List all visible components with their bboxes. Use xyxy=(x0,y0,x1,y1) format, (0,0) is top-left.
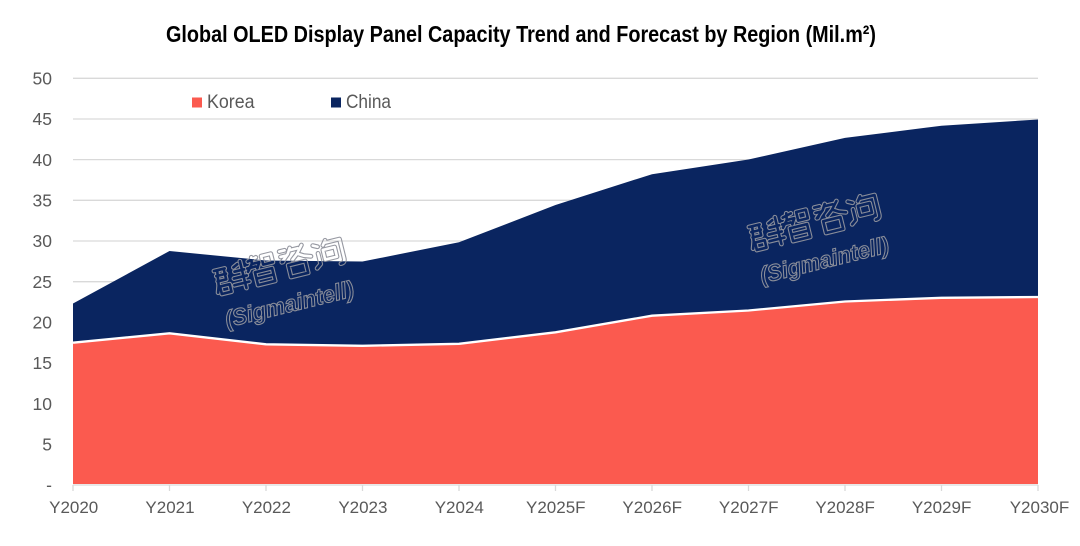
svg-text:Y2025F: Y2025F xyxy=(526,498,586,517)
svg-text:25: 25 xyxy=(33,272,52,292)
svg-text:Y2024: Y2024 xyxy=(435,498,484,517)
svg-text:Y2027F: Y2027F xyxy=(719,498,779,517)
svg-text:Y2021: Y2021 xyxy=(145,498,194,517)
svg-text:Y2022: Y2022 xyxy=(242,498,291,517)
svg-text:35: 35 xyxy=(33,191,52,211)
svg-text:Y2020: Y2020 xyxy=(49,498,98,517)
svg-text:-: - xyxy=(46,475,52,495)
svg-text:Y2029F: Y2029F xyxy=(912,498,972,517)
svg-text:40: 40 xyxy=(33,150,53,170)
svg-text:China: China xyxy=(346,91,391,113)
svg-text:10: 10 xyxy=(33,394,53,414)
svg-text:Y2026F: Y2026F xyxy=(622,498,682,517)
svg-text:Korea: Korea xyxy=(207,91,255,113)
svg-text:45: 45 xyxy=(33,109,52,129)
svg-text:15: 15 xyxy=(33,353,52,373)
svg-text:Y2030F: Y2030F xyxy=(1010,498,1070,517)
svg-text:Y2028F: Y2028F xyxy=(815,498,875,517)
svg-text:Global OLED Display Panel Capa: Global OLED Display Panel Capacity Trend… xyxy=(166,21,876,47)
svg-text:50: 50 xyxy=(33,69,53,89)
svg-text:Y2023: Y2023 xyxy=(338,498,387,517)
svg-text:20: 20 xyxy=(33,313,53,333)
svg-text:5: 5 xyxy=(42,435,52,455)
svg-text:30: 30 xyxy=(33,231,53,251)
